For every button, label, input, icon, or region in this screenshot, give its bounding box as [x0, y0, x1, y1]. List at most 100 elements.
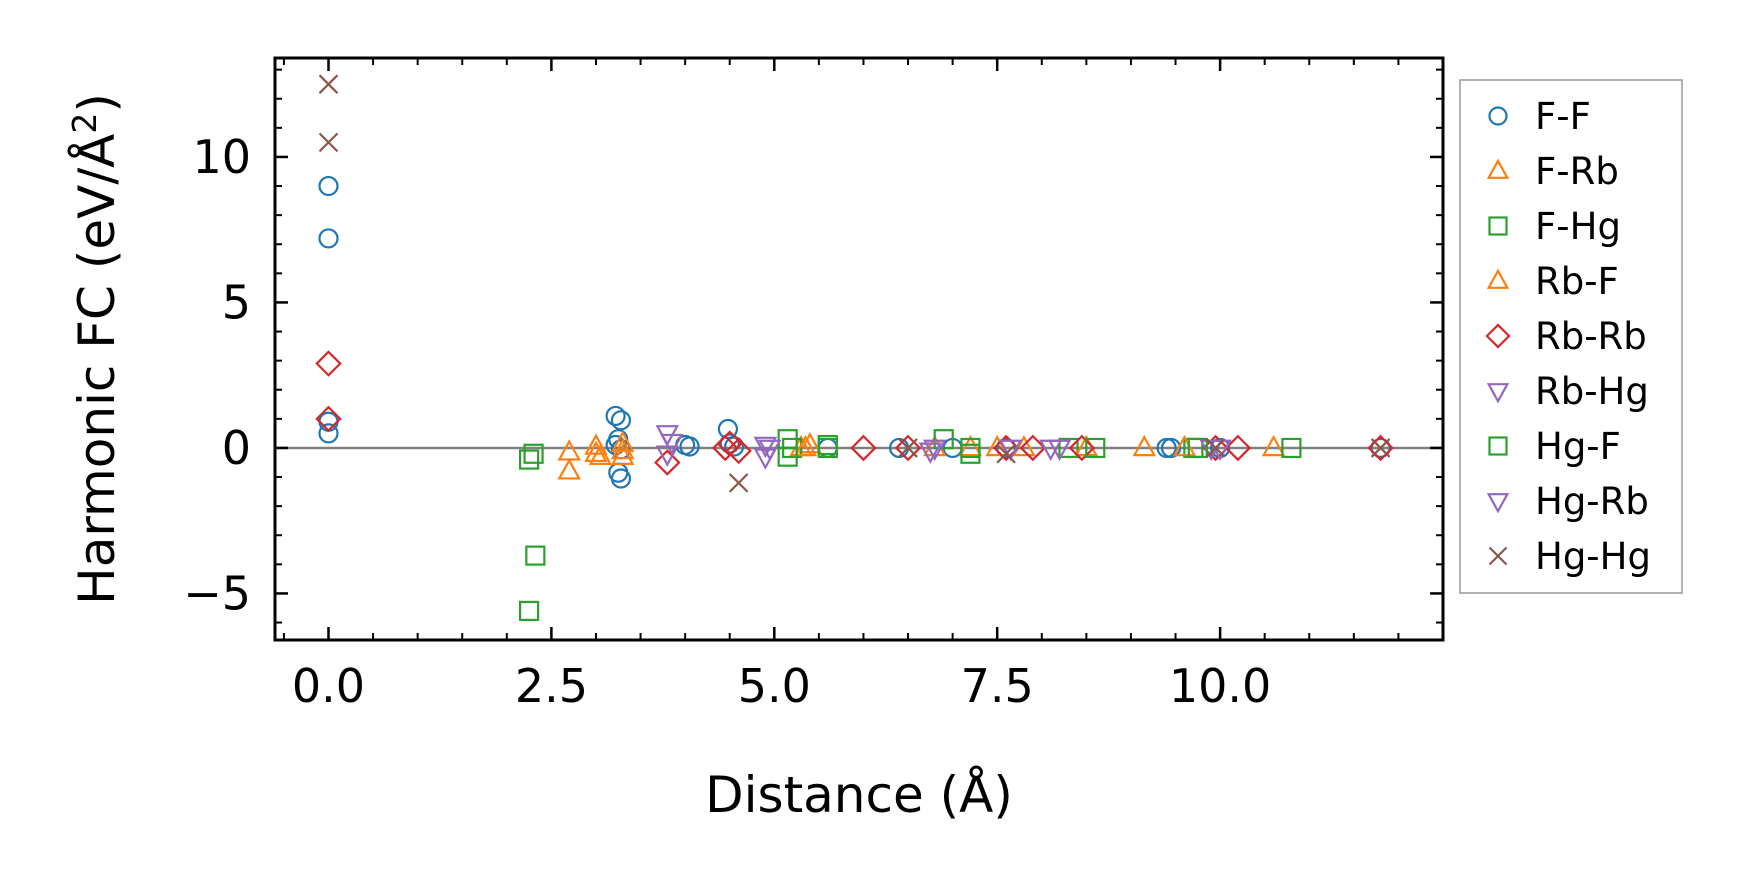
series-rb-rb-points	[315, 350, 1394, 476]
data-point-f-rb	[557, 439, 581, 461]
x-tick-label: 10.0	[1169, 659, 1271, 713]
data-point-f-f	[318, 175, 339, 197]
data-point-hg-f	[960, 443, 981, 464]
y-tick-label: 0	[222, 421, 251, 475]
legend-label-hg-hg: Hg-Hg	[1535, 535, 1651, 578]
x-tick-label: 5.0	[738, 659, 811, 713]
legend-label-hg-rb: Hg-Rb	[1535, 480, 1649, 523]
legend-label-f-hg: F-Hg	[1535, 205, 1621, 248]
data-point-f-hg	[519, 449, 540, 470]
data-point-f-f	[610, 410, 632, 431]
plot-frame	[273, 56, 1445, 642]
data-point-rb-rb	[1068, 434, 1096, 462]
data-point-hg-hg	[1205, 438, 1226, 458]
data-point-rb-f	[985, 434, 1009, 457]
data-points	[315, 74, 1394, 622]
data-point-f-rb	[798, 431, 822, 454]
y-axis-label: Harmonic FC (eV/Å2)	[65, 93, 126, 605]
data-point-f-rb	[1012, 434, 1036, 457]
legend-label-rb-f: Rb-F	[1535, 260, 1619, 303]
data-point-f-f	[318, 228, 339, 249]
data-point-hg-rb	[758, 439, 782, 462]
data-point-f-f	[605, 405, 626, 427]
legend-label-hg-f: Hg-F	[1535, 425, 1621, 468]
data-point-f-hg	[1058, 437, 1079, 459]
data-point-hg-hg	[728, 473, 749, 493]
legend-label-f-rb: F-Rb	[1535, 150, 1619, 193]
data-point-f-hg	[1281, 437, 1302, 459]
data-point-hg-rb	[998, 439, 1023, 462]
y-axis-label-main: Harmonic FC (eV/Å	[68, 134, 126, 605]
legend-marker-hg-f	[1488, 436, 1508, 456]
data-point-hg-f	[1187, 437, 1208, 459]
x-axis-label: Distance (Å)	[705, 766, 1013, 824]
legend-marker-hg-rb	[1486, 493, 1510, 514]
x-tick-label: 0.0	[292, 659, 365, 713]
legend-label-rb-rb: Rb-Rb	[1535, 315, 1647, 358]
series-hg-f-points	[777, 434, 1208, 467]
y-axis-label-superscript: 2	[65, 113, 104, 134]
legend-marker-hg-hg	[1488, 546, 1508, 566]
y-axis-label-close: )	[68, 93, 126, 113]
data-point-rb-rb	[725, 437, 752, 465]
legend-marker-f-hg	[1488, 216, 1508, 236]
data-point-rb-rb	[850, 434, 877, 462]
data-point-rb-hg	[753, 436, 778, 459]
legend-marker-rb-f	[1486, 268, 1510, 289]
data-point-f-rb	[958, 434, 983, 457]
legend-marker-f-f	[1488, 106, 1508, 126]
legend-marker-rb-hg	[1486, 383, 1510, 404]
data-point-hg-rb	[918, 442, 943, 464]
data-point-rb-rb	[315, 350, 342, 377]
x-tick-label: 2.5	[515, 659, 588, 713]
legend-marker-rb-rb	[1485, 323, 1511, 349]
data-point-f-f	[318, 423, 339, 444]
data-point-f-rb	[610, 430, 635, 452]
data-point-rb-rb	[1019, 434, 1047, 462]
data-point-hg-hg	[898, 438, 918, 458]
data-point-f-rb	[588, 443, 613, 465]
data-point-f-hg	[523, 443, 544, 464]
data-point-rb-f	[610, 437, 635, 460]
data-point-rb-f	[584, 440, 608, 463]
data-point-f-rb	[610, 443, 635, 465]
data-point-rb-rb	[315, 405, 342, 433]
data-point-rb-rb	[654, 449, 681, 476]
y-tick-label: 10	[192, 130, 251, 184]
data-point-rb-hg	[923, 439, 947, 462]
data-point-f-rb	[1132, 434, 1157, 457]
data-point-hg-f	[777, 446, 798, 467]
data-point-rb-rb	[894, 434, 922, 462]
y-tick-label: −5	[183, 566, 251, 620]
legend-marker-f-rb	[1486, 158, 1510, 179]
data-point-rb-hg	[655, 445, 680, 467]
data-point-f-f	[996, 437, 1017, 459]
legend-label-f-f: F-F	[1535, 95, 1591, 138]
series-hg-hg-points	[318, 74, 1391, 493]
data-point-f-f	[679, 436, 700, 457]
data-point-hg-hg	[1370, 438, 1391, 458]
data-point-rb-f	[793, 434, 818, 457]
data-point-hg-hg	[318, 74, 339, 94]
data-point-f-rb	[557, 458, 581, 480]
data-point-f-hg	[933, 429, 954, 450]
data-point-rb-hg	[660, 433, 684, 456]
data-point-f-rb	[1261, 434, 1286, 457]
data-point-rb-rb	[1367, 434, 1394, 462]
x-tick-label: 7.5	[961, 659, 1034, 713]
axis-tick-labels: 0.0 2.5 5.0 7.5 10.0 −5 0 5 10	[183, 130, 1271, 713]
data-point-f-hg	[525, 545, 546, 566]
data-point-f-f	[1370, 437, 1391, 459]
data-point-rb-rb	[992, 434, 1020, 462]
data-point-hg-rb	[1047, 439, 1072, 462]
data-point-hg-hg	[996, 443, 1016, 464]
data-point-f-f	[1160, 437, 1182, 459]
data-point-hg-f	[817, 434, 838, 456]
legend-label-rb-hg: Rb-Hg	[1535, 370, 1649, 413]
data-point-f-hg	[519, 600, 540, 622]
data-point-hg-f	[1085, 437, 1106, 459]
y-tick-label: 5	[222, 275, 251, 329]
legend: F-F F-Rb F-Hg Rb-F Rb-Rb Rb-Hg Hg-F Hg-Rb Hg-Hg	[1459, 79, 1683, 594]
data-point-rb-rb	[1224, 434, 1252, 462]
data-point-f-f	[610, 468, 632, 489]
